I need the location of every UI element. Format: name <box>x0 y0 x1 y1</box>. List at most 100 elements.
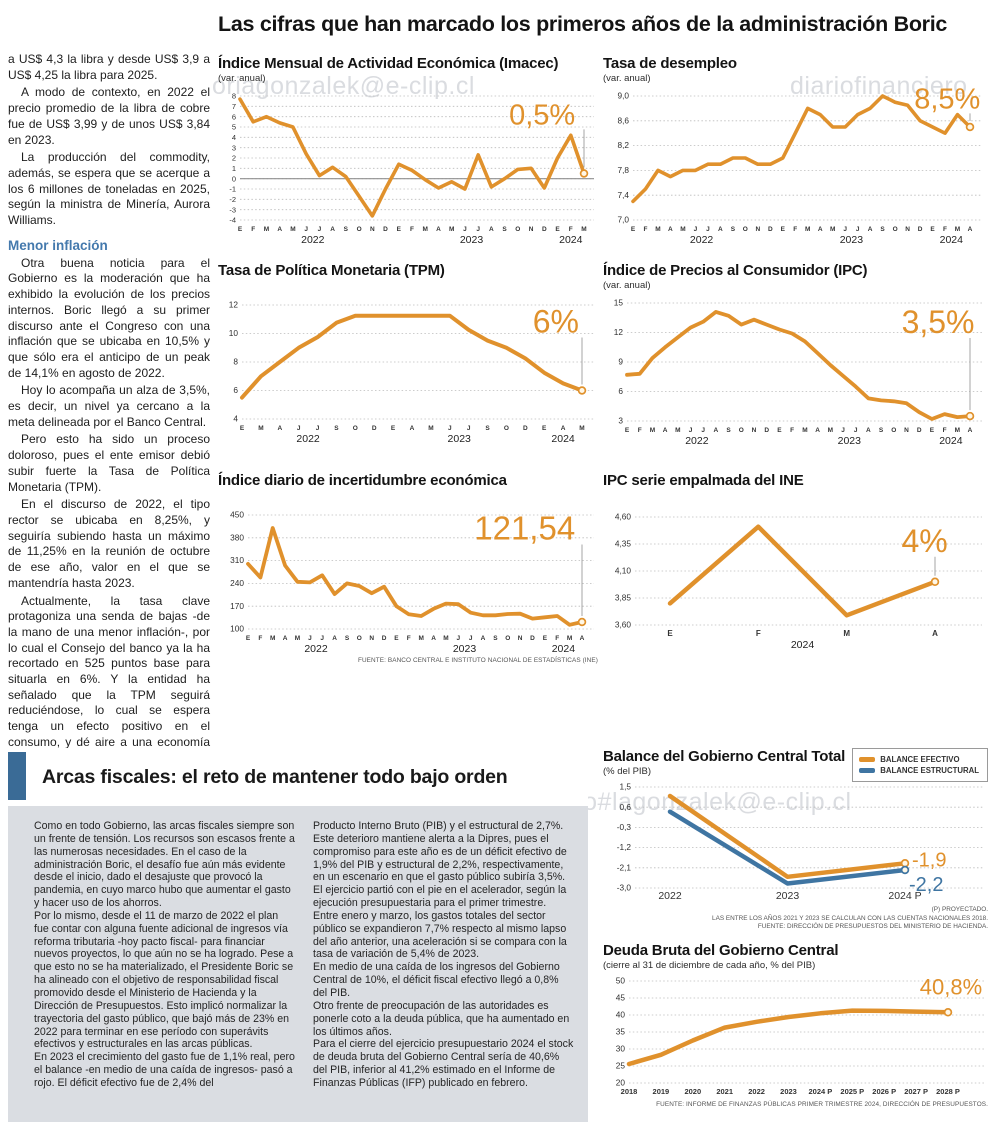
svg-text:J: J <box>463 226 467 233</box>
svg-text:J: J <box>476 226 480 233</box>
svg-text:2025 P: 2025 P <box>840 1087 864 1096</box>
svg-text:1,5: 1,5 <box>619 782 631 792</box>
svg-text:100: 100 <box>230 624 244 634</box>
svg-text:4,10: 4,10 <box>615 566 632 576</box>
svg-text:O: O <box>505 635 510 642</box>
svg-text:A: A <box>277 425 282 432</box>
svg-text:7: 7 <box>232 102 236 111</box>
fiscal-column-2: Producto Interno Bruto (PIB) y el estruc… <box>313 820 574 1090</box>
svg-text:F: F <box>555 635 559 642</box>
svg-text:-2: -2 <box>229 195 236 204</box>
svg-text:N: N <box>518 635 523 642</box>
svg-text:M: M <box>418 635 423 642</box>
svg-text:A: A <box>663 427 668 434</box>
svg-text:J: J <box>701 427 705 434</box>
svg-text:J: J <box>316 425 320 432</box>
svg-text:2022: 2022 <box>690 234 714 246</box>
svg-text:2023: 2023 <box>460 234 484 246</box>
svg-text:E: E <box>781 226 786 233</box>
svg-text:35: 35 <box>616 1027 626 1037</box>
svg-text:S: S <box>485 425 490 432</box>
svg-text:2023: 2023 <box>780 1087 797 1096</box>
svg-text:A: A <box>818 226 823 233</box>
svg-text:M: M <box>680 226 685 233</box>
svg-text:F: F <box>793 226 797 233</box>
svg-text:-1,9: -1,9 <box>912 849 946 871</box>
svg-text:-3: -3 <box>229 205 236 214</box>
svg-text:2026 P: 2026 P <box>872 1087 896 1096</box>
svg-text:A: A <box>330 226 335 233</box>
svg-text:8: 8 <box>232 92 236 101</box>
svg-text:O: O <box>891 427 896 434</box>
svg-text:E: E <box>543 635 548 642</box>
fiscal-paragraph: En medio de una caída de los ingresos de… <box>313 961 560 999</box>
svg-text:6: 6 <box>618 386 623 396</box>
svg-text:2024 P: 2024 P <box>809 1087 833 1096</box>
svg-text:45: 45 <box>616 993 626 1003</box>
svg-text:F: F <box>644 226 648 233</box>
svg-text:E: E <box>240 425 245 432</box>
svg-text:M: M <box>443 635 448 642</box>
fiscal-paragraph: Para el cierre del ejercicio presupuesta… <box>313 1038 574 1089</box>
note-line: LAS ENTRE LOS AÑOS 2021 Y 2023 SE CALCUL… <box>712 914 988 922</box>
svg-text:M: M <box>805 226 810 233</box>
svg-text:S: S <box>345 635 350 642</box>
svg-text:8: 8 <box>233 357 238 367</box>
svg-text:A: A <box>580 635 585 642</box>
svg-text:S: S <box>879 427 884 434</box>
article-subhead: Menor inflación <box>8 237 108 253</box>
svg-text:-2,2: -2,2 <box>909 874 943 896</box>
svg-text:A: A <box>868 226 873 233</box>
svg-text:A: A <box>332 635 337 642</box>
svg-text:M: M <box>802 427 807 434</box>
svg-text:A: A <box>489 226 494 233</box>
svg-text:F: F <box>638 427 642 434</box>
svg-text:E: E <box>777 427 782 434</box>
svg-text:4,60: 4,60 <box>615 512 632 522</box>
svg-text:D: D <box>542 226 547 233</box>
svg-text:240: 240 <box>230 578 244 588</box>
svg-text:M: M <box>449 226 454 233</box>
svg-text:2024: 2024 <box>939 435 963 447</box>
svg-text:A: A <box>968 226 973 233</box>
chart-desempleo: Tasa de desempleo (var. anual) 9,0 8,6 8,2… <box>603 55 986 246</box>
svg-text:A: A <box>431 635 436 642</box>
legend-label: BALANCE ESTRUCTURAL <box>880 766 979 775</box>
svg-text:20: 20 <box>616 1078 626 1088</box>
svg-text:M: M <box>295 635 300 642</box>
svg-text:O: O <box>743 226 748 233</box>
svg-text:D: D <box>382 635 387 642</box>
svg-text:E: E <box>631 226 636 233</box>
svg-text:8,5%: 8,5% <box>914 83 980 115</box>
svg-text:E: E <box>930 427 935 434</box>
svg-text:7,0: 7,0 <box>617 215 629 225</box>
svg-text:N: N <box>529 226 534 233</box>
chart-subtitle: (var. anual) <box>603 73 651 84</box>
svg-text:4: 4 <box>232 133 236 142</box>
svg-text:E: E <box>391 425 396 432</box>
svg-text:380: 380 <box>230 532 244 542</box>
svg-text:2022: 2022 <box>301 234 325 246</box>
svg-text:J: J <box>706 226 710 233</box>
svg-text:J: J <box>694 226 698 233</box>
svg-text:2023: 2023 <box>838 435 862 447</box>
chart-title: Tasa de Política Monetaria (TPM) <box>218 262 445 279</box>
svg-text:2022: 2022 <box>685 435 709 447</box>
svg-text:E: E <box>246 635 251 642</box>
svg-text:25: 25 <box>616 1061 626 1071</box>
svg-text:50: 50 <box>616 976 626 986</box>
svg-text:E: E <box>555 226 560 233</box>
svg-text:M: M <box>258 425 263 432</box>
accent-bar <box>8 752 26 800</box>
chart-subtitle <box>218 280 598 293</box>
svg-text:2023: 2023 <box>776 890 800 902</box>
svg-text:3: 3 <box>618 416 623 426</box>
svg-text:4,35: 4,35 <box>615 539 632 549</box>
svg-text:O: O <box>504 425 509 432</box>
svg-text:3: 3 <box>232 143 236 152</box>
article-paragraph: Pero esto ha sido un proceso doloroso, p… <box>8 432 210 494</box>
svg-text:A: A <box>283 635 288 642</box>
fiscal-column-1: Como en todo Gobierno, las arcas fiscale… <box>34 820 295 1090</box>
